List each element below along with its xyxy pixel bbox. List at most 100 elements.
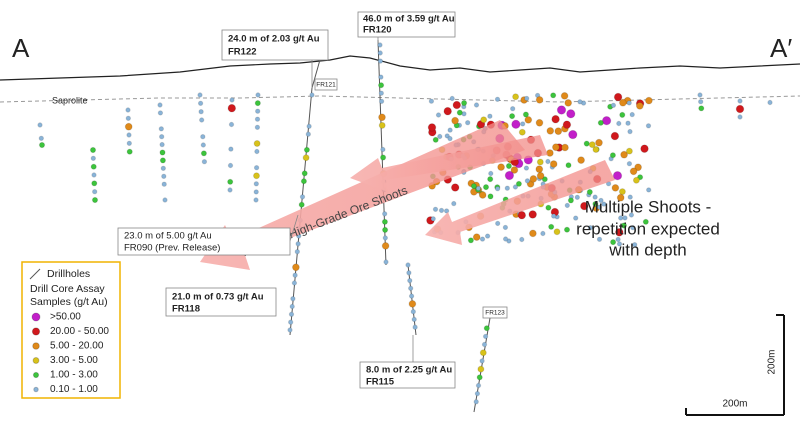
sample-dot [162,197,168,203]
sample-dot [89,146,97,154]
sample-dot [611,184,620,192]
callout-box [359,361,456,389]
sample-dot [382,211,388,217]
sample-dot [524,178,531,184]
sample-dot [381,218,388,225]
sample-dot [551,114,560,124]
sample-dot [483,325,490,332]
sample-dot [646,187,652,193]
sample-dot [227,103,237,113]
sample-dot [478,191,487,199]
annotation: with depth [608,240,687,259]
sample-dot [157,102,163,108]
legend-label: 0.10 - 1.00 [50,384,98,395]
sample-dot [378,98,385,105]
sample-dot [287,327,293,333]
sample-dot [494,186,501,192]
sample-dot [197,92,203,98]
sample-dot [125,107,131,113]
sample-dot [465,120,471,126]
sample-dot [546,149,554,157]
sample-dot [592,200,599,208]
sample-dot [479,236,486,242]
sample-dot [560,92,569,100]
sample-dot [90,163,97,170]
hole-label: FR121 [316,82,336,89]
sample-dot [519,236,525,243]
arrow [425,160,615,245]
scale-label: 200m [767,349,778,374]
sample-dot [540,230,546,237]
sample-dot [378,121,386,129]
sample-dot [510,166,519,174]
sample-dot [508,113,516,120]
sample-dot [622,215,628,221]
sample-dot [587,225,594,231]
sample-dot [601,201,607,207]
sample-dot [522,111,530,118]
sample-dot [553,228,561,236]
sample-dot [461,99,468,107]
sample-dot [470,183,477,190]
sample-dot [227,162,234,169]
sample-dot [299,194,306,200]
sample-dot [735,104,745,114]
sample-dot [253,181,259,187]
hole-label: FR123 [485,310,505,317]
sample-dot [494,96,501,103]
sample-dot [160,165,167,172]
sample-dot [626,161,633,167]
sample-dot [428,98,435,104]
sample-dot [200,134,206,140]
sample-dot [198,109,204,115]
sample-dot [306,123,312,130]
sample-dot [524,95,530,102]
callout-hole: FR115 [366,377,395,388]
sample-dot [586,188,593,196]
callout-interval: 23.0 m of 5.00 g/t Au [124,231,212,242]
sample-dot [635,102,644,110]
sample-dot [488,170,494,177]
sample-dot [480,116,488,124]
section-label: A′ [770,33,792,63]
sample-dot [378,74,384,80]
sample-dot [598,197,604,204]
sample-dot [529,175,538,183]
callout-hole: FR120 [363,25,392,36]
sample-dot [698,99,704,105]
sample-dot [619,111,626,119]
sample-dot [288,319,294,325]
sample-dot [487,176,494,183]
sample-dot [126,140,133,147]
sample-dot [568,129,578,140]
sample-dot [550,92,557,99]
sample-dot [255,108,261,114]
sample-dot [432,206,439,213]
sample-dot [408,300,417,308]
sample-dot [456,109,463,116]
sample-dot [377,42,383,48]
sample-dot [406,270,412,276]
sample-dot [437,133,443,140]
sample-dot [564,202,570,209]
sample-dot [634,163,642,172]
sample-dot [253,172,260,180]
sample-dot [577,99,583,105]
sample-dot [197,100,204,107]
sample-dot [518,128,526,136]
sample-dot [383,259,389,265]
sample-dot [616,120,622,127]
sample-dot [737,114,743,120]
sample-dot [632,176,640,184]
sample-dot [506,238,512,244]
sample-dot [625,147,633,155]
sample-dot [476,374,483,381]
sample-dot [536,158,544,166]
sample-dot [502,224,509,231]
legend-label: 3.00 - 5.00 [50,355,98,366]
sample-dot [427,123,437,132]
arrow [350,135,548,192]
sample-dot [574,194,580,201]
sample-dot [444,133,450,139]
